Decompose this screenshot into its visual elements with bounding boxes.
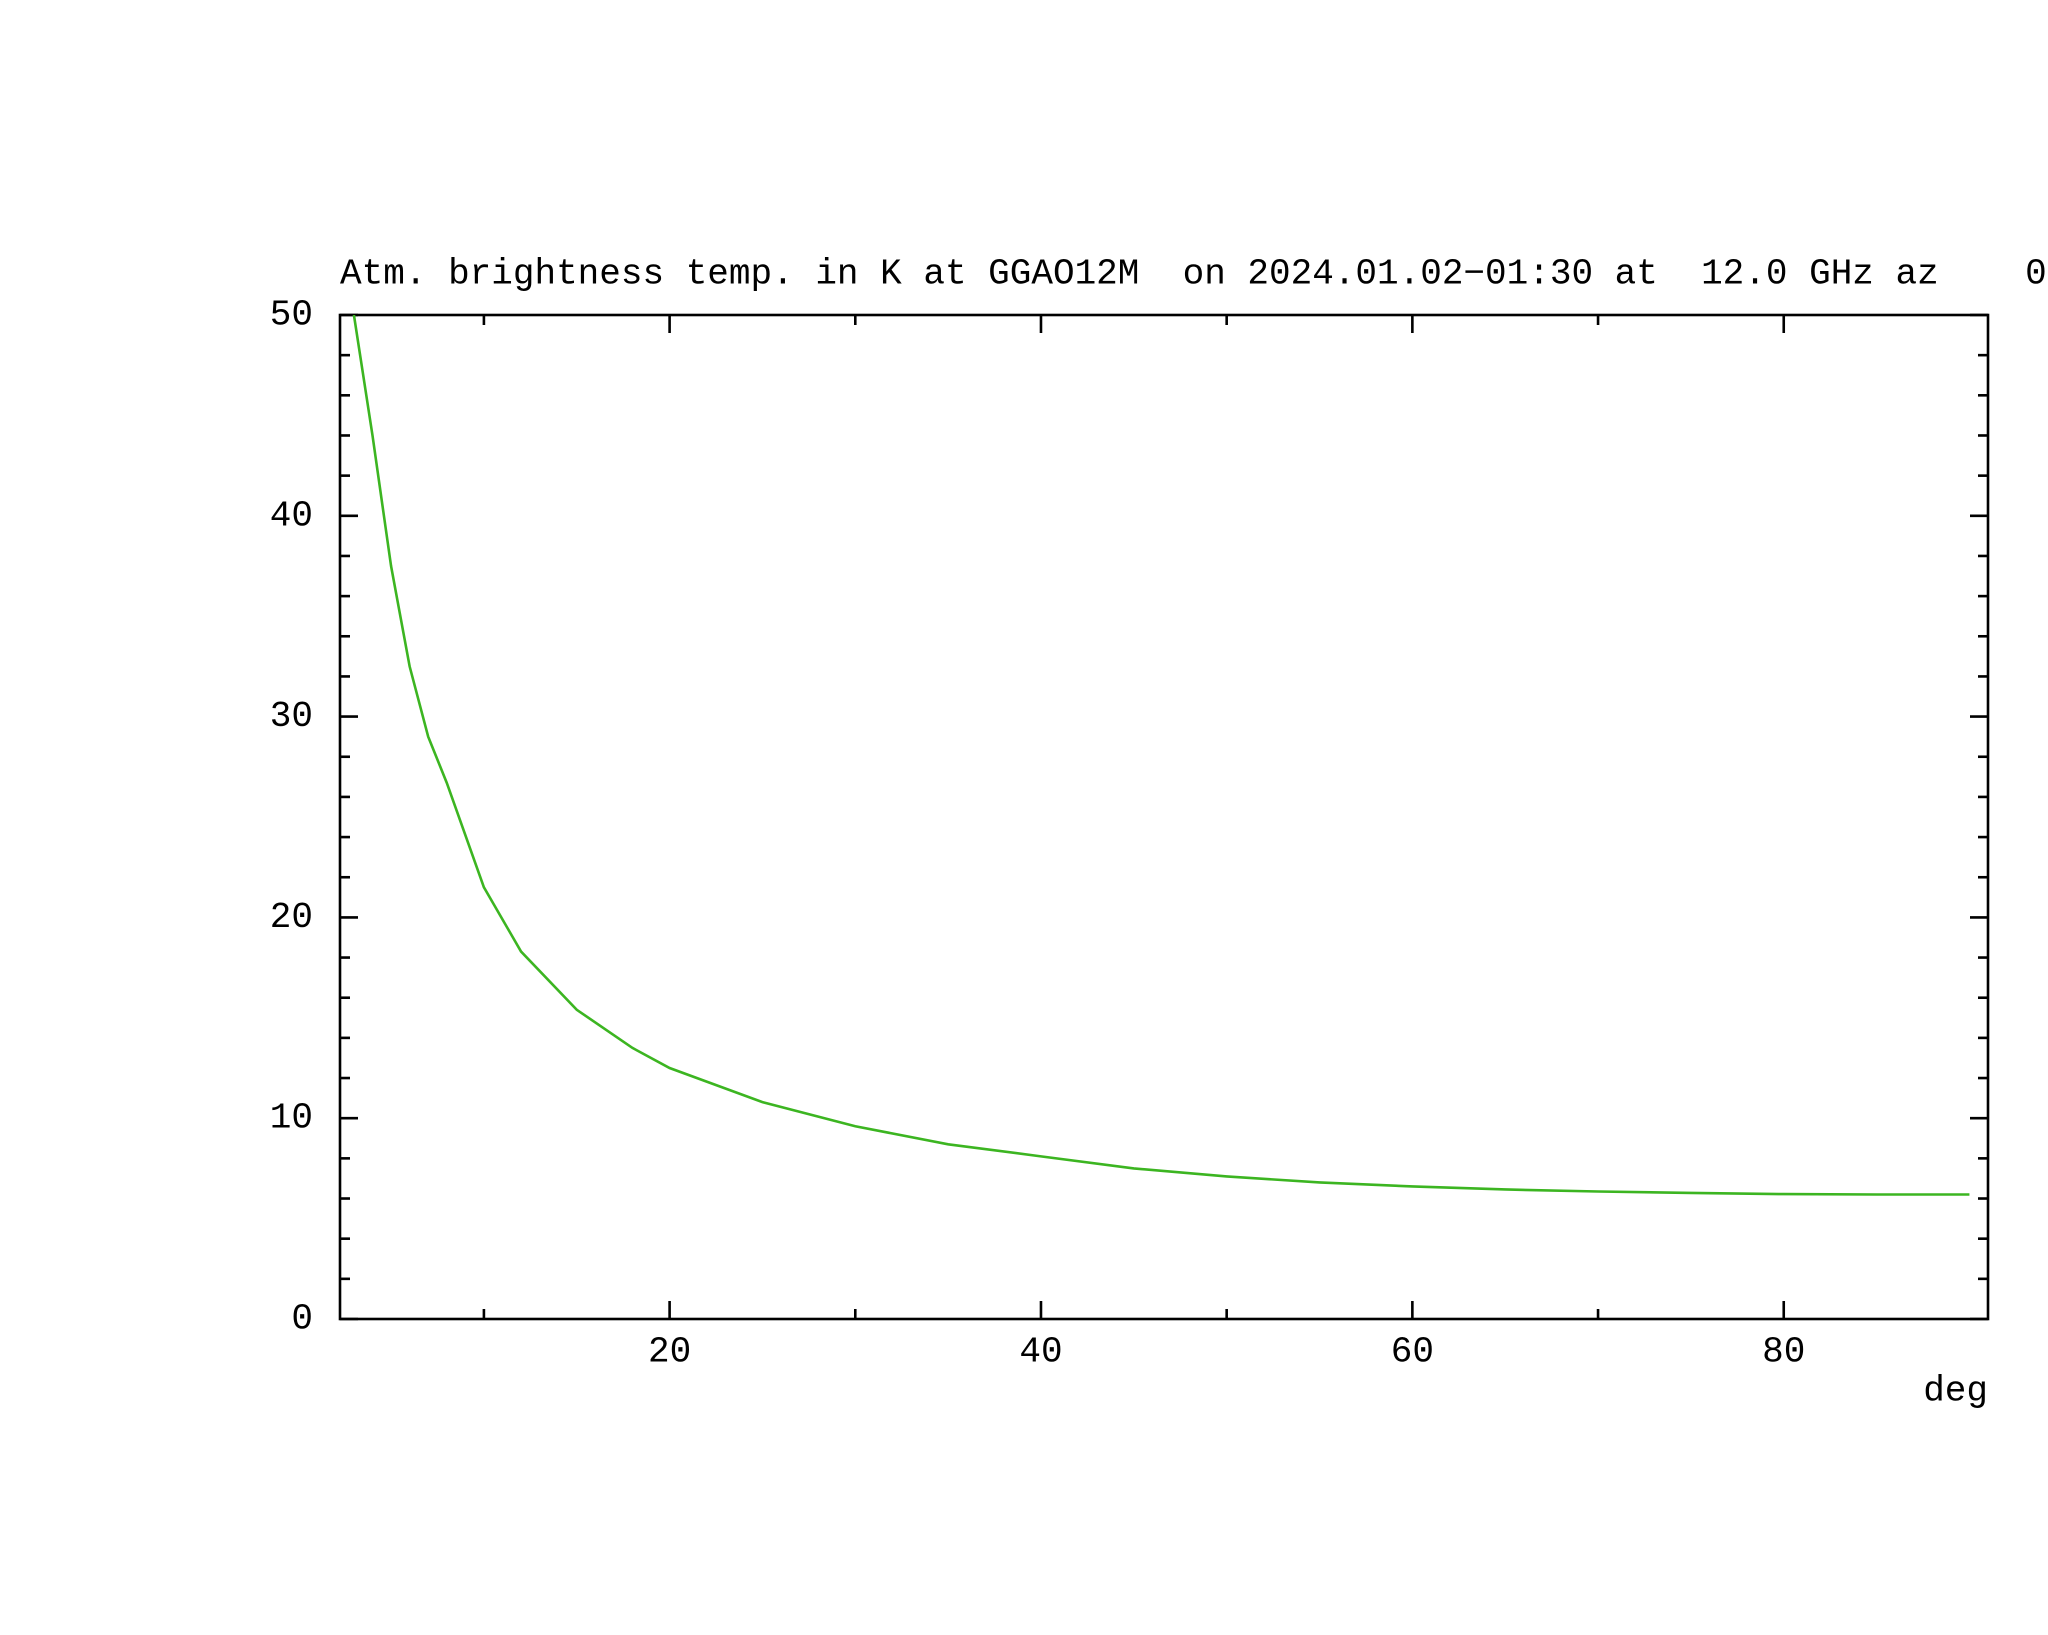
x-tick-label: 80 [1762,1332,1805,1373]
x-axis-label: deg [1923,1371,1988,1412]
y-tick-label: 30 [270,696,313,737]
plot-frame [338,313,1990,1321]
x-tick-label: 20 [648,1332,691,1373]
data-line [352,315,1970,1196]
y-tick-label: 20 [270,897,313,938]
chart-title: Atm. brightness temp. in K at GGAO12M on… [340,254,2048,295]
x-tick-label: 40 [1019,1332,1062,1373]
y-tick-label: 10 [270,1098,313,1139]
y-tick-label: 40 [270,495,313,536]
x-tick-label: 60 [1391,1332,1434,1373]
y-tick-label: 0 [291,1299,313,1340]
y-tick-label: 50 [270,295,313,336]
